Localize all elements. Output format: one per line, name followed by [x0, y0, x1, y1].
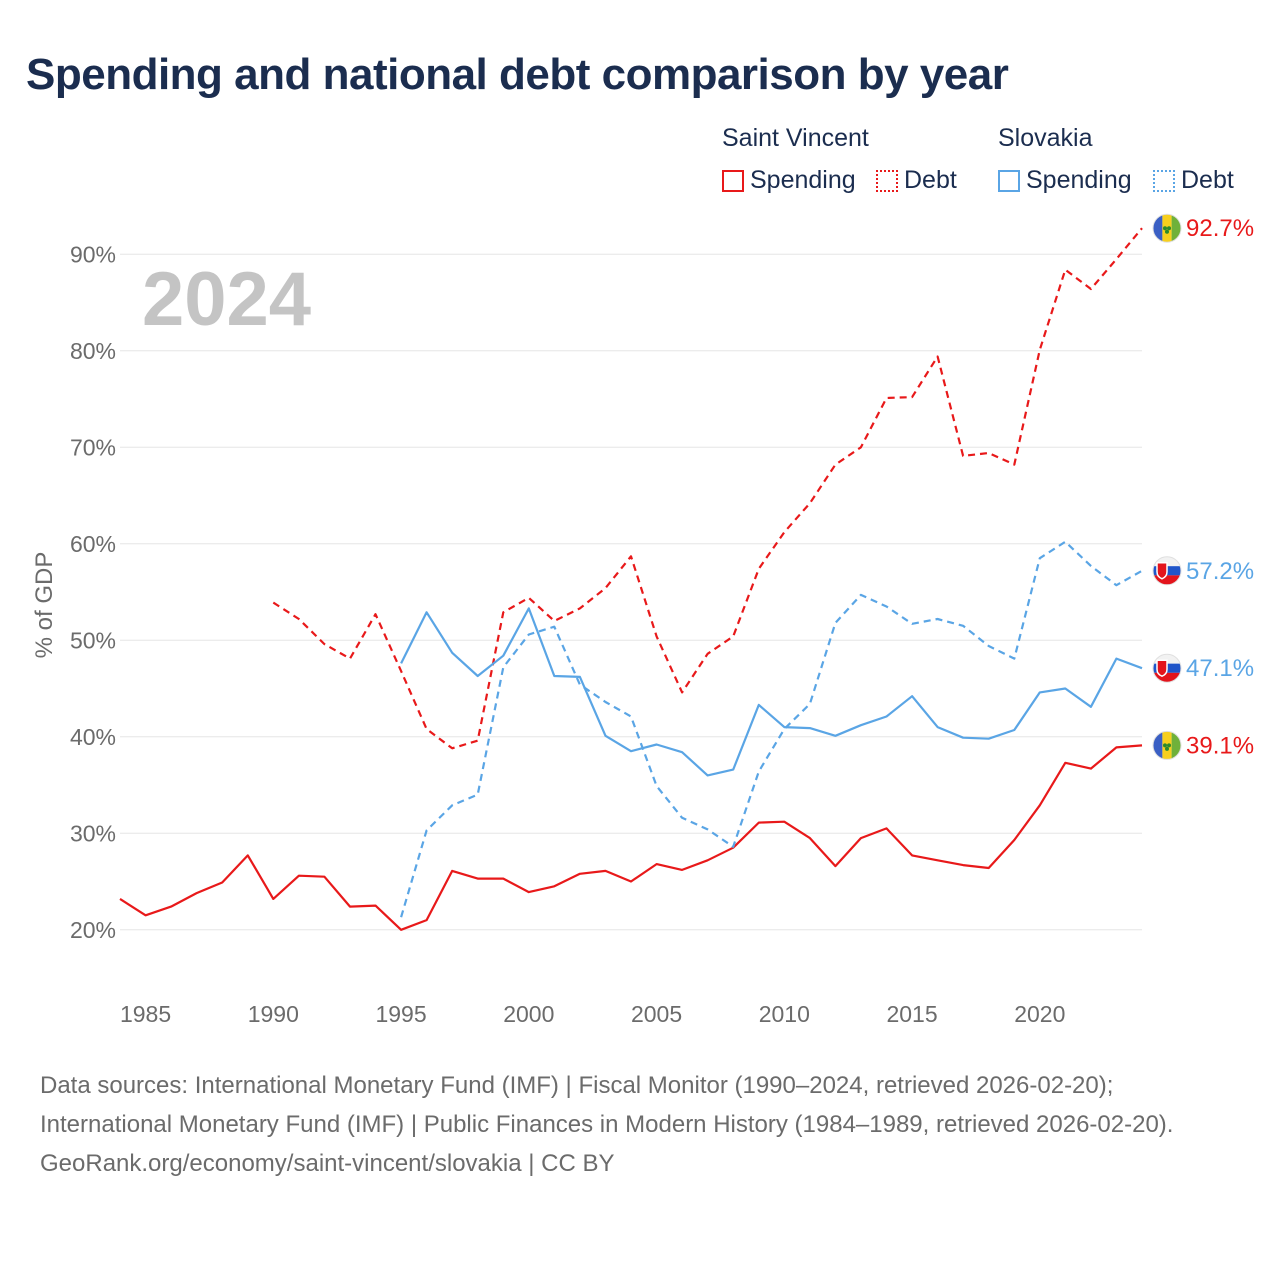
y-tick-label: 70% [70, 434, 116, 460]
y-tick-label: 60% [70, 531, 116, 557]
end-value-label: 57.2% [1186, 558, 1254, 585]
year-watermark: 2024 [142, 257, 311, 342]
chart-title: Spending and national debt comparison by… [26, 50, 1009, 99]
legend-label: Debt [904, 166, 957, 194]
y-axis-ticks: 20% 30% 40% 50% 60% 70% 80% 90% [70, 241, 116, 943]
credit-link[interactable]: GeoRank.org/economy/saint-vincent/slovak… [40, 1150, 615, 1177]
legend-group-saint-vincent: Saint Vincent [722, 124, 869, 152]
end-value-label: 92.7% [1186, 215, 1254, 242]
saint-vincent-debt-line[interactable] [272, 227, 1143, 750]
x-tick-label: 1995 [375, 1001, 426, 1027]
saint-vincent-flag-icon [1152, 213, 1182, 243]
end-labels: 39.1% 92.7% 47.1% 57.2% [1152, 213, 1254, 760]
legend-label: Spending [1026, 166, 1132, 194]
end-value-label: 47.1% [1186, 655, 1254, 682]
y-tick-label: 30% [70, 820, 116, 846]
x-tick-label: 2005 [631, 1001, 682, 1027]
x-tick-label: 1985 [120, 1001, 171, 1027]
legend-label: Spending [750, 166, 856, 194]
legend-item-saint-vincent-debt[interactable]: Debt [876, 166, 957, 195]
legend-swatch-dotted [1153, 169, 1175, 192]
y-tick-label: 90% [70, 241, 116, 267]
legend-group-slovakia: Slovakia [998, 124, 1093, 152]
x-tick-label: 2020 [1014, 1001, 1065, 1027]
slovakia-flag-icon [1152, 556, 1182, 586]
y-tick-label: 20% [70, 917, 116, 943]
x-tick-label: 2000 [503, 1001, 554, 1027]
y-tick-label: 50% [70, 627, 116, 653]
saint-vincent-flag-icon [1152, 730, 1182, 760]
x-tick-label: 1990 [248, 1001, 299, 1027]
line-chart: 2024 20%30%40%50%60%70%80%90% 1985 1990 19… [31, 213, 1254, 1027]
slovakia-flag-icon [1152, 653, 1182, 683]
legend-item-saint-vincent-spending[interactable]: Spending [722, 166, 856, 195]
legend-swatch-solid [722, 169, 744, 192]
legend-swatch-dotted [876, 169, 898, 192]
legend-label: Debt [1181, 166, 1234, 194]
data-sources: Data sources: International Monetary Fun… [40, 1072, 1174, 1138]
y-axis-label: % of GDP [31, 552, 58, 659]
y-tick-label: 80% [70, 338, 116, 364]
legend-item-slovakia-debt[interactable]: Debt [1153, 166, 1234, 195]
series-lines [119, 227, 1143, 931]
legend-swatch-solid [998, 169, 1020, 192]
x-axis-ticks: 1985 1990 1995 2000 2005 2010 2015 2020 [120, 1001, 1065, 1027]
slovakia-debt-line[interactable] [400, 540, 1143, 918]
footer: Data sources: International Monetary Fun… [40, 1066, 1240, 1183]
slovakia-spending-line[interactable] [400, 607, 1143, 777]
saint-vincent-spending-line[interactable] [119, 744, 1143, 931]
legend-item-slovakia-spending[interactable]: Spending [998, 166, 1132, 195]
x-tick-label: 2015 [886, 1001, 937, 1027]
end-value-label: 39.1% [1186, 732, 1254, 759]
y-tick-label: 40% [70, 724, 116, 750]
gridlines [120, 253, 1142, 931]
x-tick-label: 2010 [759, 1001, 810, 1027]
